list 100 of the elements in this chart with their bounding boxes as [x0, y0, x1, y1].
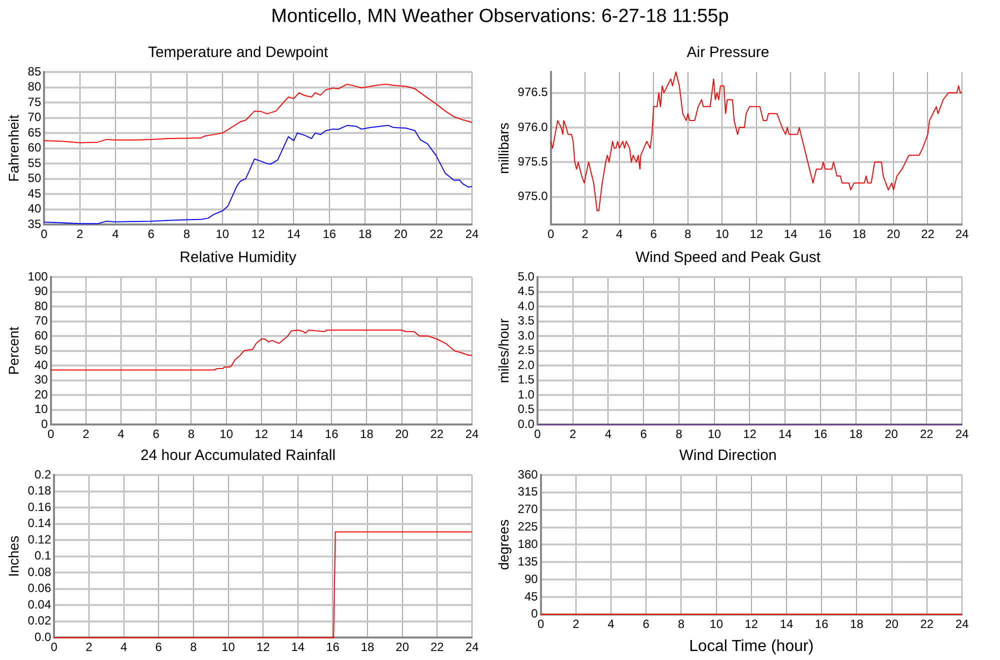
- x-tick-label: 16: [322, 227, 336, 242]
- y-tick-label: 360: [518, 467, 538, 482]
- y-tick-label: 0.04: [28, 597, 52, 612]
- x-tick-label: 22: [920, 616, 934, 631]
- y-tick-label: 0.08: [28, 564, 52, 579]
- x-tick-label: 18: [852, 227, 866, 242]
- y-axis-title: Percent: [5, 326, 22, 375]
- y-tick-label: 65: [28, 125, 42, 140]
- x-tick-label: 22: [430, 427, 444, 442]
- chart-title: Wind Speed and Peak Gust: [635, 249, 822, 266]
- y-tick-label: 0.12: [28, 532, 52, 546]
- x-tick-label: 10: [715, 227, 730, 242]
- x-tick-label: 8: [190, 640, 198, 654]
- x-tick-label: 2: [82, 427, 90, 442]
- x-axis-title: Local Time (hour): [689, 638, 814, 655]
- x-tick-label: 20: [394, 227, 408, 242]
- x-tick-label: 14: [778, 427, 792, 442]
- y-tick-label: 90: [34, 284, 48, 298]
- y-tick-label: 60: [34, 328, 48, 342]
- y-tick-label: 70: [34, 314, 48, 328]
- y-tick-label: 135: [518, 554, 538, 568]
- y-tick-label: 0.0: [34, 630, 52, 644]
- x-tick-label: 18: [358, 227, 372, 242]
- y-tick-label: 0.18: [28, 484, 52, 498]
- y-tick-label: 225: [518, 520, 538, 534]
- x-tick-label: 16: [814, 616, 829, 631]
- y-tick-label: 0.2: [34, 467, 52, 482]
- x-tick-label: 22: [920, 427, 934, 442]
- x-tick-label: 2: [582, 227, 589, 242]
- x-tick-label: 6: [640, 427, 648, 442]
- x-tick-label: 14: [287, 227, 301, 242]
- x-tick-label: 20: [396, 640, 410, 654]
- y-tick-label: 975.0: [518, 189, 548, 204]
- y-tick-label: 80: [28, 80, 42, 94]
- x-tick-label: 10: [216, 227, 230, 242]
- chart-title: Temperature and Dewpoint: [148, 44, 329, 62]
- x-tick-label: 2: [86, 640, 93, 654]
- x-tick-label: 2: [572, 616, 580, 631]
- y-tick-label: 10: [34, 402, 48, 416]
- y-tick-label: 30: [34, 372, 48, 387]
- x-tick-label: 18: [849, 427, 863, 442]
- y-tick-label: 4.5: [518, 284, 535, 298]
- x-tick-label: 20: [395, 427, 409, 442]
- y-tick-label: 315: [518, 484, 538, 499]
- x-tick-label: 10: [220, 427, 234, 442]
- y-tick-label: 90: [524, 572, 538, 586]
- x-tick-label: 10: [708, 427, 722, 442]
- y-tick-label: 5.0: [518, 269, 535, 284]
- y-tick-label: 0: [41, 416, 48, 431]
- x-tick-label: 6: [650, 227, 658, 242]
- x-tick-label: 12: [254, 427, 268, 442]
- x-tick-label: 22: [430, 227, 444, 242]
- x-tick-label: 4: [616, 227, 624, 242]
- x-tick-label: 6: [148, 227, 155, 242]
- y-tick-label: 70: [28, 110, 42, 124]
- y-tick-label: 3.0: [518, 328, 535, 342]
- y-tick-label: 976.0: [518, 120, 548, 134]
- x-tick-label: 22: [921, 227, 935, 242]
- x-tick-label: 12: [251, 227, 266, 242]
- y-axis-title: Fahrenheit: [5, 114, 22, 182]
- x-tick-label: 12: [743, 427, 757, 442]
- y-axis-title: millibars: [495, 122, 512, 174]
- y-tick-label: 1.0: [518, 387, 535, 402]
- x-tick-label: 24: [955, 227, 969, 242]
- x-tick-label: 4: [118, 427, 125, 442]
- y-tick-label: 85: [28, 64, 42, 78]
- x-tick-label: 16: [326, 640, 340, 654]
- x-tick-label: 24: [955, 427, 969, 442]
- y-axis-title: Inches: [5, 536, 22, 577]
- y-tick-label: 45: [28, 186, 42, 200]
- x-tick-label: 10: [222, 640, 236, 654]
- x-tick-label: 6: [152, 427, 160, 442]
- x-tick-label: 16: [324, 427, 339, 442]
- y-tick-label: 50: [34, 343, 48, 358]
- x-tick-label: 14: [780, 616, 794, 631]
- x-tick-label: 18: [850, 616, 864, 631]
- y-tick-label: 3.5: [518, 314, 535, 328]
- chart-title: 24 hour Accumulated Rainfall: [140, 447, 336, 464]
- x-tick-label: 8: [678, 616, 685, 631]
- x-tick-label: 20: [885, 616, 899, 631]
- y-tick-label: 35: [28, 216, 42, 231]
- x-tick-label: 8: [188, 427, 195, 442]
- x-tick-label: 12: [744, 616, 758, 631]
- x-tick-label: 16: [814, 427, 828, 442]
- y-tick-label: 45: [524, 589, 538, 604]
- x-tick-label: 2: [570, 427, 577, 442]
- y-tick-label: 80: [34, 298, 48, 313]
- y-tick-label: 0.06: [28, 581, 52, 596]
- text: Monticello, MN Weather Observations: 6-27-18 11:55p: [270, 6, 730, 28]
- x-tick-label: 6: [642, 616, 650, 631]
- y-tick-label: 0.14: [28, 516, 52, 530]
- x-tick-label: 14: [290, 427, 304, 442]
- x-tick-label: 8: [684, 227, 692, 242]
- x-tick-label: 18: [360, 640, 375, 654]
- x-tick-label: 22: [430, 640, 444, 654]
- y-tick-label: 60: [28, 140, 42, 155]
- y-tick-label: 0: [531, 606, 538, 621]
- y-tick-label: 4.0: [518, 298, 535, 313]
- y-tick-label: 0.16: [28, 500, 52, 514]
- x-tick-label: 4: [120, 640, 128, 654]
